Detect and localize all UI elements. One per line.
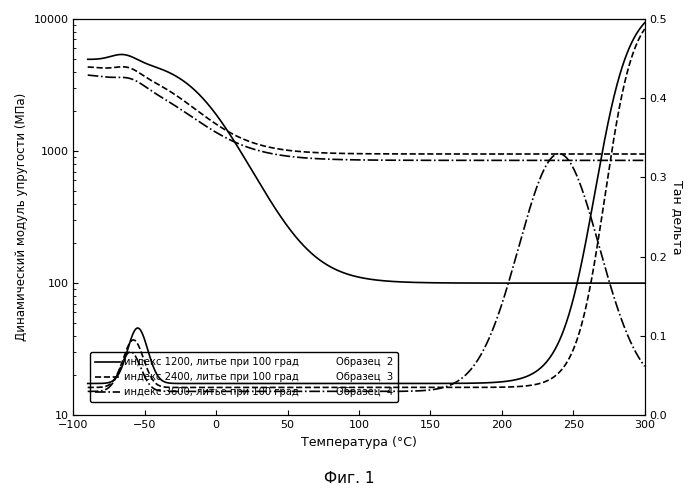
- Y-axis label: Тан дельта: Тан дельта: [671, 180, 684, 254]
- X-axis label: Температура (°C): Температура (°C): [301, 436, 417, 448]
- Y-axis label: Динамический модуль упругости (МПа): Динамический модуль упругости (МПа): [15, 93, 28, 341]
- Text: Фиг. 1: Фиг. 1: [324, 471, 375, 486]
- Legend: индекс 1200, литье при 100 град, индекс 2400, литье при 100 град, индекс 3600, л: индекс 1200, литье при 100 град, индекс …: [90, 352, 398, 402]
